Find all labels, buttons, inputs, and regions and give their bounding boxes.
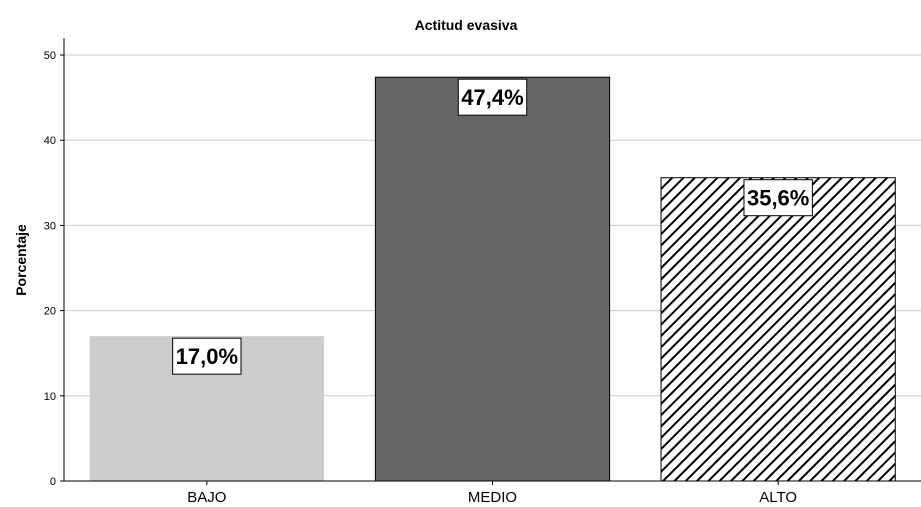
data-label-box [457, 78, 528, 116]
x-tick-label: MEDIO [468, 489, 517, 506]
x-tick-label: BAJO [187, 489, 226, 506]
y-tick-label: 20 [44, 306, 56, 318]
y-tick-label: 40 [44, 135, 56, 147]
bars [89, 76, 896, 482]
data-label-box [743, 179, 813, 217]
y-tick-label: 10 [44, 391, 56, 403]
data-labels: 17,0% 47,4% 35,6% [172, 78, 813, 375]
axes: 0 10 20 30 40 50 BAJO MEDIO ALTO [44, 38, 921, 506]
data-label-box [172, 337, 242, 375]
chart-title: Actitud evasiva [415, 17, 518, 33]
x-tick-label: ALTO [759, 489, 797, 506]
bar-medio [374, 76, 611, 482]
y-tick-label: 0 [50, 476, 56, 488]
bar-alto [660, 177, 896, 482]
y-tick-label: 50 [44, 50, 56, 62]
y-tick-label: 30 [44, 220, 56, 232]
data-label-text: 35,6% [747, 186, 809, 211]
y-axis-label: Porcentaje [13, 224, 29, 296]
data-label: 35,6% [743, 179, 813, 217]
data-label-text: 47,4% [461, 85, 523, 110]
data-label: 17,0% [172, 337, 242, 375]
data-label: 47,4% [457, 78, 528, 116]
data-label-text: 17,0% [176, 344, 238, 369]
